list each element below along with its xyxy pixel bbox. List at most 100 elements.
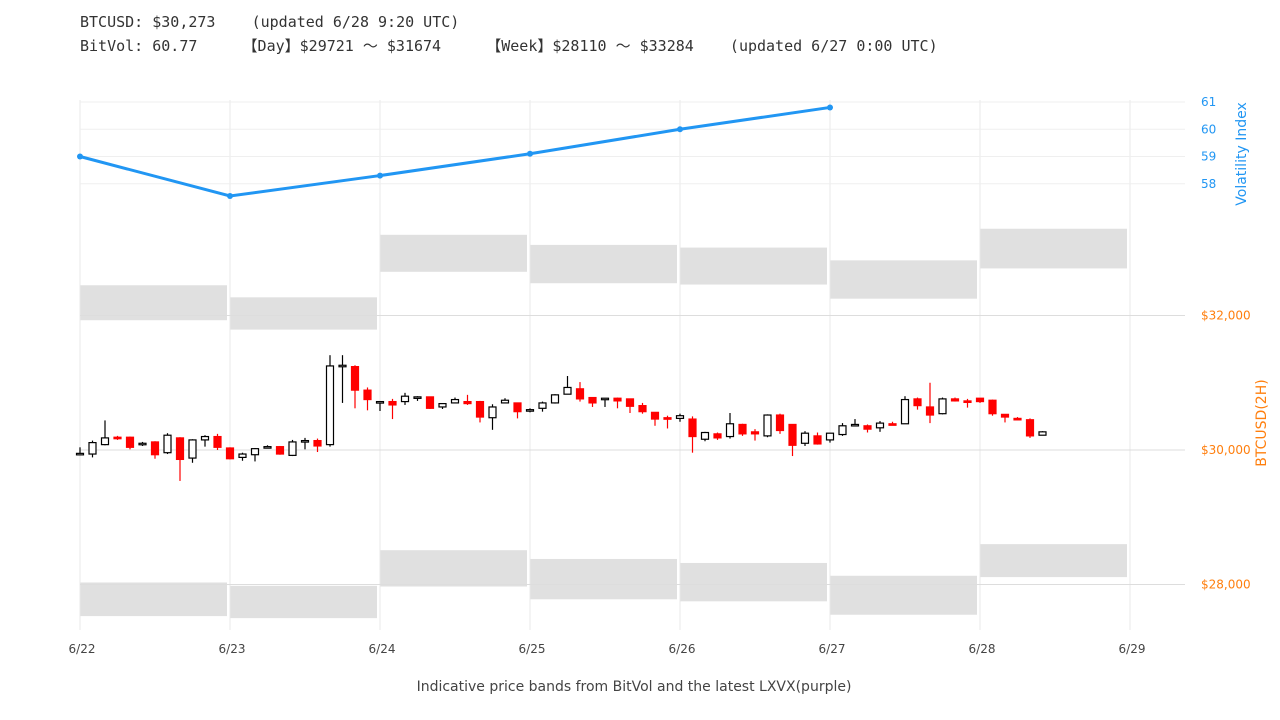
vol-tick-label: 61: [1201, 95, 1216, 109]
volatility-point: [677, 126, 683, 133]
candle-body: [238, 453, 247, 458]
price-tick-label: $32,000: [1201, 309, 1251, 323]
candle-body: [925, 406, 935, 416]
candle-body: [838, 425, 847, 436]
candle-body: [713, 433, 722, 439]
bitvol-range-header: BitVol: 60.77 【Day】$29721 〜 $31674 【Week…: [80, 37, 938, 55]
volatility-point: [227, 193, 233, 200]
upper-band-6/25: [530, 244, 677, 284]
candle-body: [188, 439, 197, 459]
candle-body: [300, 439, 310, 443]
candle-body: [338, 364, 347, 368]
candlesticks: [75, 355, 1047, 481]
lower-band-6/25: [530, 558, 677, 600]
price-tick-label: $30,000: [1201, 443, 1251, 457]
candle-body: [475, 400, 485, 418]
candle-body: [200, 435, 210, 441]
candle-body: [213, 435, 222, 448]
candle-body: [488, 406, 497, 419]
candle-body: [125, 436, 135, 448]
candle-body: [275, 446, 285, 455]
candle-body: [138, 442, 147, 446]
candle-body: [675, 415, 685, 419]
candle-body: [900, 398, 910, 425]
x-tick-label: 6/26: [669, 642, 696, 656]
candle-body: [1025, 419, 1035, 437]
x-axis: 6/22 6/23 6/24 6/25 6/26 6/27 6/28 6/29: [69, 642, 1146, 656]
candle-body: [913, 398, 922, 407]
candle-body: [600, 397, 610, 401]
left-axis: 58 59 60 61: [1201, 95, 1216, 191]
candle-body: [113, 436, 122, 440]
vol-tick-label: 58: [1201, 177, 1216, 191]
volatility-point: [527, 150, 533, 157]
candle-body: [763, 414, 772, 437]
price-tick-label: $28,000: [1201, 578, 1251, 592]
candle-body: [450, 398, 460, 404]
chart-caption: Indicative price bands from BitVol and t…: [416, 679, 852, 695]
x-tick-label: 6/25: [519, 642, 546, 656]
x-tick-label: 6/29: [1119, 642, 1146, 656]
candle-body: [988, 399, 997, 415]
lower-band-6/27: [830, 575, 977, 615]
candle-body: [413, 396, 422, 399]
candle-body: [700, 431, 710, 440]
candle-body: [88, 442, 97, 455]
candle-body: [625, 398, 635, 407]
candle-body: [250, 448, 260, 456]
candle-body: [725, 423, 735, 438]
upper-band-6/26: [680, 247, 827, 285]
candle-body: [525, 409, 535, 412]
candle-body: [963, 400, 972, 404]
candle-body: [1000, 413, 1010, 418]
candle-body: [575, 388, 585, 400]
candle-body: [738, 423, 747, 435]
volatility-line: [77, 104, 833, 200]
volatility-polyline: [79, 105, 831, 198]
right-axis-title: BTCUSD(2H): [1254, 379, 1270, 466]
candle-body: [650, 411, 660, 420]
gridlines: [79, 100, 1185, 630]
candle-body: [500, 399, 510, 404]
candle-body: [825, 432, 835, 441]
volatility-point: [77, 153, 83, 160]
vol-tick-label: 60: [1201, 122, 1216, 136]
candle-body: [263, 446, 272, 449]
lower-band-6/22: [80, 582, 227, 617]
candle-body: [638, 405, 647, 413]
lower-band-6/26: [680, 562, 827, 602]
lower-band-6/28: [980, 544, 1127, 578]
vol-tick-label: 59: [1201, 150, 1216, 164]
candle-body: [350, 366, 360, 391]
candle-body: [388, 400, 397, 406]
x-tick-label: 6/24: [369, 642, 396, 656]
candle-body: [225, 447, 235, 460]
x-tick-label: 6/22: [69, 642, 96, 656]
candle-body: [888, 423, 897, 426]
candle-body: [163, 434, 172, 454]
candle-body: [750, 431, 760, 435]
candle-body: [1013, 417, 1022, 421]
candle-body: [788, 423, 797, 446]
x-tick-label: 6/28: [969, 642, 996, 656]
candle-body: [425, 396, 435, 409]
candle-body: [800, 432, 810, 444]
candle-body: [100, 437, 110, 446]
candle-body: [75, 452, 85, 456]
right-axis: $28,000 $30,000 $32,000: [1201, 309, 1251, 592]
candle-body: [150, 441, 160, 456]
candle-body: [538, 402, 547, 409]
candle-body: [563, 386, 572, 395]
candle-body: [688, 418, 697, 438]
candle-body: [975, 397, 985, 403]
price-bands: [80, 228, 1127, 619]
candle-body: [850, 423, 860, 427]
candle-body: [288, 441, 297, 456]
candle-body: [375, 400, 385, 404]
candle-body: [463, 400, 472, 405]
candle-body: [813, 435, 822, 445]
candle-body: [1038, 431, 1047, 436]
candle-body: [325, 365, 335, 446]
volatility-point: [377, 172, 383, 179]
